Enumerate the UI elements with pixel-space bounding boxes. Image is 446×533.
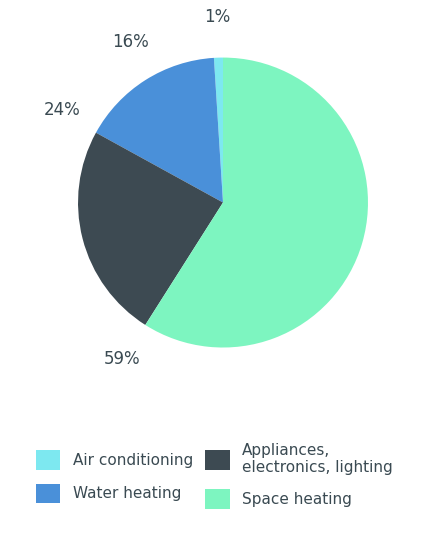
Text: 59%: 59% — [104, 350, 141, 368]
Text: 24%: 24% — [44, 101, 80, 119]
Wedge shape — [96, 58, 223, 203]
Text: 1%: 1% — [204, 8, 230, 26]
Wedge shape — [214, 58, 223, 203]
Wedge shape — [145, 58, 368, 348]
Text: 16%: 16% — [112, 33, 149, 51]
Wedge shape — [78, 133, 223, 325]
Legend: Air conditioning, Water heating, Appliances,
electronics, lighting, Space heatin: Air conditioning, Water heating, Applian… — [30, 437, 399, 515]
